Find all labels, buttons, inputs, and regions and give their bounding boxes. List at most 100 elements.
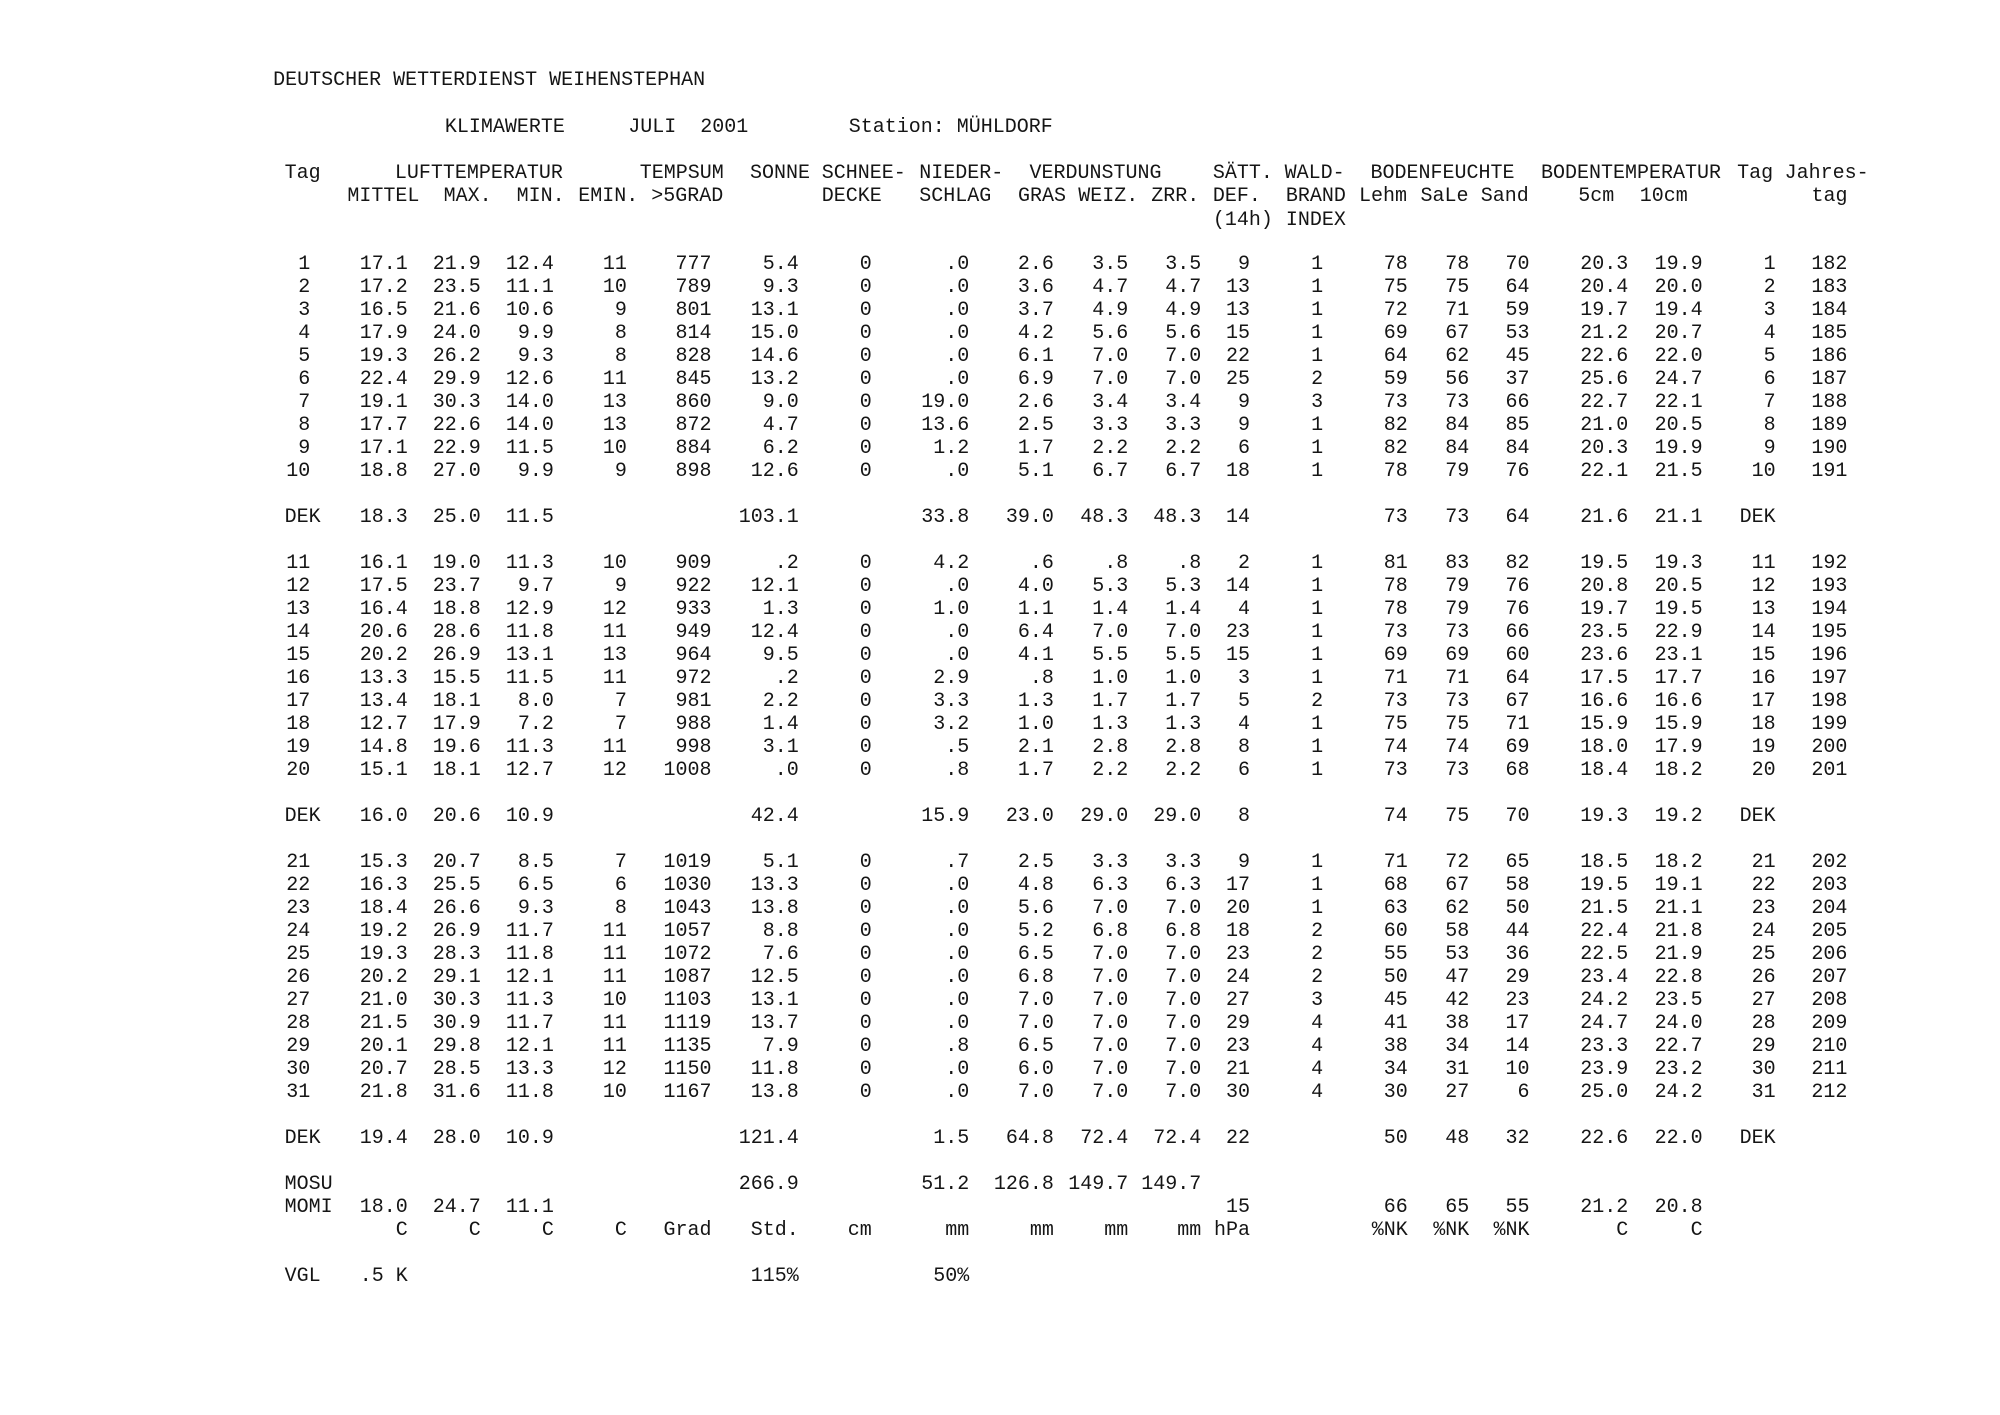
column-header: BODENFEUCHTE (1370, 162, 1515, 186)
cell: 26.9 (432, 920, 481, 943)
cell: 14 (1751, 621, 1776, 645)
cell: .8 (1177, 552, 1202, 576)
row-label: MOMI (284, 1195, 333, 1219)
cell: 5.6 (1165, 322, 1202, 346)
cell: 53 (1505, 322, 1530, 346)
cell: 14 (286, 621, 311, 645)
cell: 76 (1505, 598, 1530, 622)
cell: 7.0 (1092, 897, 1129, 921)
cell: 2.6 (1017, 253, 1054, 277)
cell: 20.1 (359, 1034, 408, 1058)
cell: 208 (1811, 988, 1848, 1012)
cell: 196 (1811, 644, 1848, 668)
cell: 16.4 (359, 598, 408, 622)
cell: 25.0 (432, 506, 481, 530)
cell: 78 (1383, 598, 1408, 622)
cell: 103.1 (738, 506, 799, 530)
cell: 48.3 (1153, 506, 1202, 530)
cell: 6.3 (1165, 874, 1202, 898)
cell: 12.6 (505, 368, 554, 392)
cell: 189 (1811, 414, 1848, 438)
cell: 71 (1383, 667, 1408, 691)
cell: 2 (298, 276, 311, 300)
cell: 33.8 (921, 506, 970, 530)
cell: 201 (1811, 759, 1848, 783)
cell: 45 (1505, 345, 1530, 369)
cell: 1.5 (933, 1126, 970, 1150)
cell: 76 (1505, 460, 1530, 484)
cell: 1 (1311, 621, 1324, 645)
cell: 0 (859, 874, 872, 898)
cell: 0 (859, 437, 872, 461)
cell: 2 (1311, 943, 1324, 966)
cell: .0 (945, 943, 970, 966)
cell: 6.1 (1017, 345, 1054, 369)
cell: 7 (298, 391, 311, 415)
cell: 7.0 (1092, 1011, 1129, 1035)
cell: 998 (675, 736, 712, 760)
cell: 3 (1311, 391, 1324, 415)
cell: 64 (1505, 276, 1530, 300)
cell: 1 (1311, 299, 1324, 323)
cell: 6.7 (1092, 460, 1129, 484)
cell: 11.8 (505, 621, 554, 645)
cell: 5 (1237, 690, 1250, 714)
cell: 18.0 (1580, 736, 1629, 760)
cell: 22.8 (1654, 965, 1703, 989)
cell: 13.4 (359, 690, 408, 714)
cell: 7.0 (1092, 345, 1129, 369)
cell: 23 (1225, 621, 1250, 645)
cell: .0 (945, 253, 970, 277)
cell: 7.0 (1165, 345, 1202, 369)
cell: 0 (859, 322, 872, 346)
cell: 4.9 (1092, 299, 1129, 323)
cell: .0 (945, 460, 970, 484)
cell: 3.3 (1092, 851, 1129, 875)
cell: 0 (859, 253, 872, 277)
cell: 10.9 (505, 1126, 554, 1150)
cell: 22 (1225, 345, 1250, 369)
cell: .6 (1029, 552, 1054, 576)
cell: 7.0 (1017, 1011, 1054, 1035)
cell: mm (1177, 1218, 1202, 1242)
cell: 85 (1505, 414, 1530, 438)
cell: 1072 (663, 943, 712, 966)
cell: 5.2 (1017, 920, 1054, 943)
cell: 7.0 (1017, 988, 1054, 1012)
cell: 7.0 (1092, 988, 1129, 1012)
cell: 23.6 (1580, 644, 1629, 668)
row-label: DEK (284, 1126, 321, 1150)
cell: 212 (1811, 1080, 1848, 1104)
cell: 0 (859, 920, 872, 943)
cell: 6.7 (1165, 460, 1202, 484)
cell: 78 (1383, 575, 1408, 599)
cell: 4 (1237, 598, 1250, 622)
cell: 22.9 (432, 437, 481, 461)
cell: 1 (1311, 460, 1324, 484)
cell: 56 (1445, 368, 1470, 392)
cell: 933 (675, 598, 712, 622)
cell: 55 (1505, 1195, 1530, 1219)
cell: 22 (1751, 874, 1776, 898)
cell: 20.8 (1654, 1195, 1703, 1219)
cell: 9.0 (762, 391, 799, 415)
cell: 23.2 (1654, 1057, 1703, 1081)
cell: 21.2 (1580, 1195, 1629, 1219)
cell: 814 (675, 322, 712, 346)
cell: 13.3 (505, 1057, 554, 1081)
column-header: Tag (284, 162, 321, 186)
cell: 1 (1311, 851, 1324, 875)
cell: 2 (1311, 690, 1324, 714)
cell: 19.3 (1654, 552, 1703, 576)
cell: 16 (286, 667, 311, 691)
cell: 73 (1383, 690, 1408, 714)
cell: 29.1 (432, 965, 481, 989)
cell: 11.8 (750, 1057, 799, 1081)
cell: 2.9 (933, 667, 970, 691)
cell: 199 (1811, 713, 1848, 737)
cell: 7.6 (762, 943, 799, 966)
cell: 3.4 (1092, 391, 1129, 415)
cell: 62 (1445, 345, 1470, 369)
cell: 4.2 (933, 552, 970, 576)
cell: 2.2 (762, 690, 799, 714)
